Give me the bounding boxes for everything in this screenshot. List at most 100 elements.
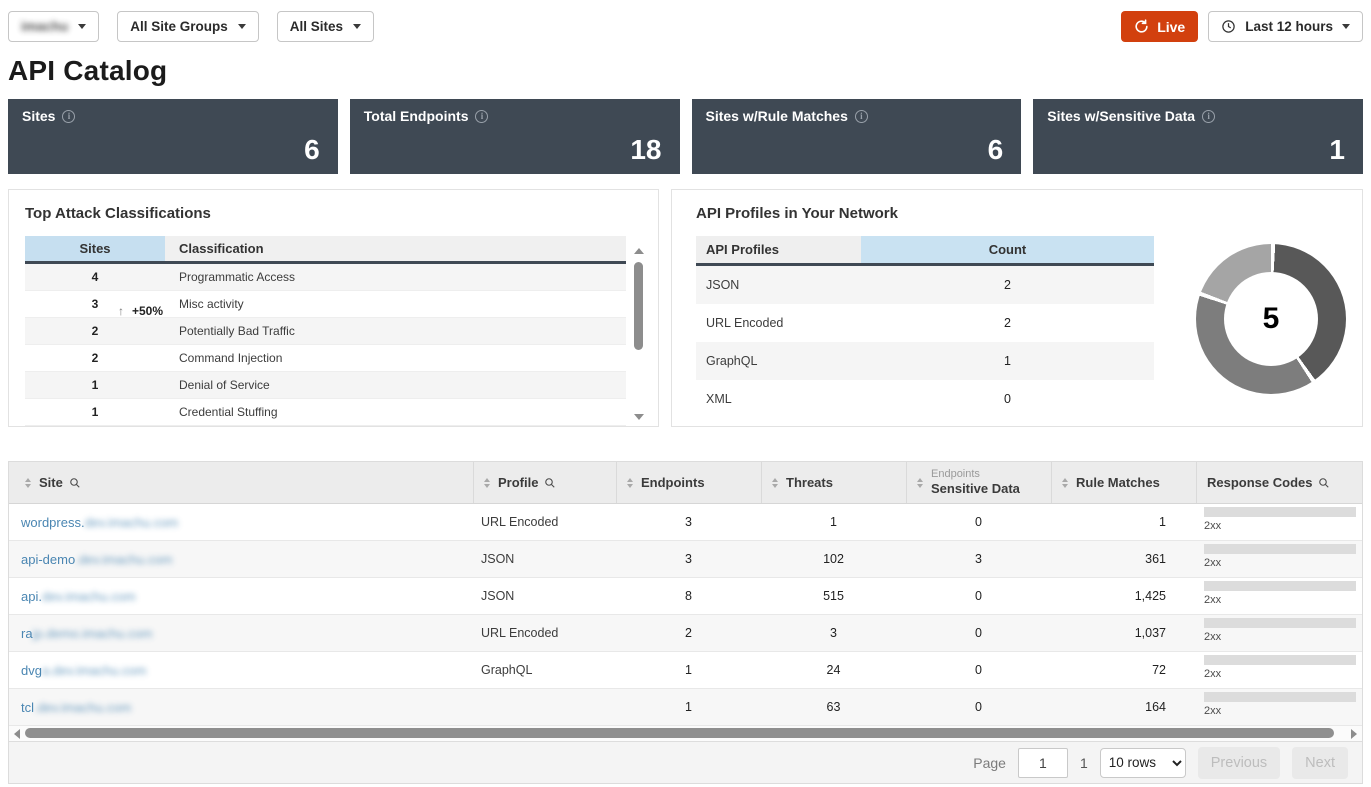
sort-icon[interactable] xyxy=(484,477,490,488)
col-header-site[interactable]: Site xyxy=(9,462,473,503)
sort-icon[interactable] xyxy=(627,477,633,488)
attack-classification: Denial of Service xyxy=(179,378,270,392)
profile-name: JSON xyxy=(706,278,740,292)
info-icon[interactable]: i xyxy=(475,109,489,123)
attack-col-classification[interactable]: Classification xyxy=(165,236,626,261)
response-code-label: 2xx xyxy=(1204,557,1222,569)
search-icon[interactable] xyxy=(544,477,556,489)
response-code-bar xyxy=(1204,507,1356,517)
scroll-down-icon[interactable] xyxy=(634,414,644,420)
attack-sites-count: 1 xyxy=(91,378,99,392)
site-link[interactable]: dvga.dev.imachu.com xyxy=(21,662,147,678)
scroll-left-icon[interactable] xyxy=(14,729,20,739)
rule-matches-cell: 164 xyxy=(1145,700,1166,714)
col-header-response-codes[interactable]: Response Codes xyxy=(1196,462,1362,503)
response-codes-cell: 2xx xyxy=(1196,689,1368,725)
response-codes-cell: 2xx xyxy=(1196,504,1368,540)
col-header-sensitive-data[interactable]: Endpoints Sensitive Data xyxy=(906,462,1051,503)
live-label: Live xyxy=(1157,18,1186,35)
profile-count: 1 xyxy=(1004,354,1011,368)
profile-row: JSON 2 xyxy=(696,266,1154,304)
profiles-col-name[interactable]: API Profiles xyxy=(696,236,861,263)
col-header-threats[interactable]: Threats xyxy=(761,462,906,503)
table-pagination: Page 1 10 rows Previous Next xyxy=(9,741,1362,783)
sensitive-data-cell: 0 xyxy=(975,700,982,714)
profile-cell: GraphQL xyxy=(481,663,533,677)
api-profiles-table: API Profiles Count JSON 2 URL Encoded 2 … xyxy=(696,236,1154,418)
profiles-col-count[interactable]: Count xyxy=(861,236,1154,263)
col-label: Rule Matches xyxy=(1076,475,1160,490)
time-range-label: Last 12 hours xyxy=(1245,19,1333,34)
stat-card-sensitive-data: Sites w/Sensitive Data i 1 xyxy=(1033,99,1363,174)
scrollbar-thumb[interactable] xyxy=(634,262,643,350)
panel-title: API Profiles in Your Network xyxy=(696,205,898,222)
attack-classification: Credential Stuffing xyxy=(179,405,278,419)
profile-name: XML xyxy=(706,392,732,406)
profile-name: GraphQL xyxy=(706,354,758,368)
search-icon[interactable] xyxy=(69,477,81,489)
profile-cell: JSON xyxy=(481,552,515,566)
attack-row: 3 ↑ +50% Misc activity xyxy=(25,291,626,318)
vertical-scrollbar xyxy=(630,236,646,426)
profile-row: GraphQL 1 xyxy=(696,342,1154,380)
sites-dropdown[interactable]: All Sites xyxy=(276,11,375,42)
scrollbar-thumb[interactable] xyxy=(25,728,1334,738)
top-attack-classifications-panel: Top Attack Classifications Sites Classif… xyxy=(8,189,659,427)
page-number-input[interactable] xyxy=(1017,747,1068,778)
time-range-dropdown[interactable]: Last 12 hours xyxy=(1208,11,1363,42)
response-code-bar xyxy=(1204,655,1356,665)
sort-icon[interactable] xyxy=(25,477,31,488)
col-header-rule-matches[interactable]: Rule Matches xyxy=(1051,462,1196,503)
sort-icon[interactable] xyxy=(917,477,923,488)
threats-cell: 515 xyxy=(823,589,844,603)
previous-page-button[interactable]: Previous xyxy=(1197,746,1281,779)
page-label: Page xyxy=(973,754,1006,771)
attack-classification: Programmatic Access xyxy=(179,270,296,284)
scroll-up-icon[interactable] xyxy=(634,248,644,254)
col-caption: Endpoints xyxy=(931,467,980,480)
attack-col-sites[interactable]: Sites xyxy=(25,236,165,261)
next-page-button[interactable]: Next xyxy=(1292,746,1348,779)
site-link[interactable]: api-demo.dev.imachu.com xyxy=(21,551,173,567)
attack-sites-count: 2 xyxy=(91,324,99,338)
col-label: Profile xyxy=(498,475,539,490)
profile-count: 0 xyxy=(1004,392,1011,406)
col-header-endpoints[interactable]: Endpoints xyxy=(616,462,761,503)
attack-sites-count: 3 xyxy=(91,297,99,311)
attack-row: 2 Command Injection xyxy=(25,345,626,372)
table-row: wordpress.dev.imachu.com URL Encoded 3 1… xyxy=(9,504,1362,541)
info-icon[interactable]: i xyxy=(62,109,76,123)
stat-card-total-endpoints: Total Endpoints i 18 xyxy=(349,99,680,174)
profile-count: 2 xyxy=(1004,316,1011,330)
site-link[interactable]: api.dev.imachu.com xyxy=(21,588,136,604)
endpoints-cell: 3 xyxy=(685,515,692,529)
rows-per-page-select[interactable]: 10 rows xyxy=(1099,747,1186,778)
site-link[interactable]: rajp.demo.imachu.com xyxy=(21,625,153,641)
search-icon[interactable] xyxy=(1318,477,1330,489)
info-icon[interactable]: i xyxy=(1202,109,1216,123)
sort-icon[interactable] xyxy=(772,477,778,488)
chevron-down-icon xyxy=(78,24,87,29)
sensitive-data-cell: 0 xyxy=(975,589,982,603)
stat-card-sites: Sites i 6 xyxy=(8,99,338,174)
endpoints-cell: 3 xyxy=(685,552,692,566)
stat-value: 6 xyxy=(987,134,1004,165)
site-groups-dropdown[interactable]: All Site Groups xyxy=(117,11,259,42)
site-link[interactable]: tcl.dev.imachu.com xyxy=(21,699,132,715)
response-code-bar xyxy=(1204,692,1356,702)
site-link[interactable]: wordpress.dev.imachu.com xyxy=(21,514,179,530)
attack-row: 1 Credential Stuffing xyxy=(25,399,626,426)
live-refresh-button[interactable]: Live xyxy=(1121,11,1199,42)
table-row: api-demo.dev.imachu.com JSON 3 102 3 361… xyxy=(9,541,1362,578)
info-icon[interactable]: i xyxy=(854,109,868,123)
table-row: api.dev.imachu.com JSON 8 515 0 1,425 2x… xyxy=(9,578,1362,615)
scroll-right-icon[interactable] xyxy=(1351,729,1357,739)
response-code-label: 2xx xyxy=(1204,631,1222,643)
col-label: Threats xyxy=(786,475,833,490)
endpoints-cell: 2 xyxy=(685,626,692,640)
rule-matches-cell: 1,037 xyxy=(1134,626,1166,640)
account-dropdown[interactable]: imachu xyxy=(8,11,100,42)
col-header-profile[interactable]: Profile xyxy=(473,462,616,503)
sort-icon[interactable] xyxy=(1062,477,1068,488)
panel-title: Top Attack Classifications xyxy=(25,205,211,222)
